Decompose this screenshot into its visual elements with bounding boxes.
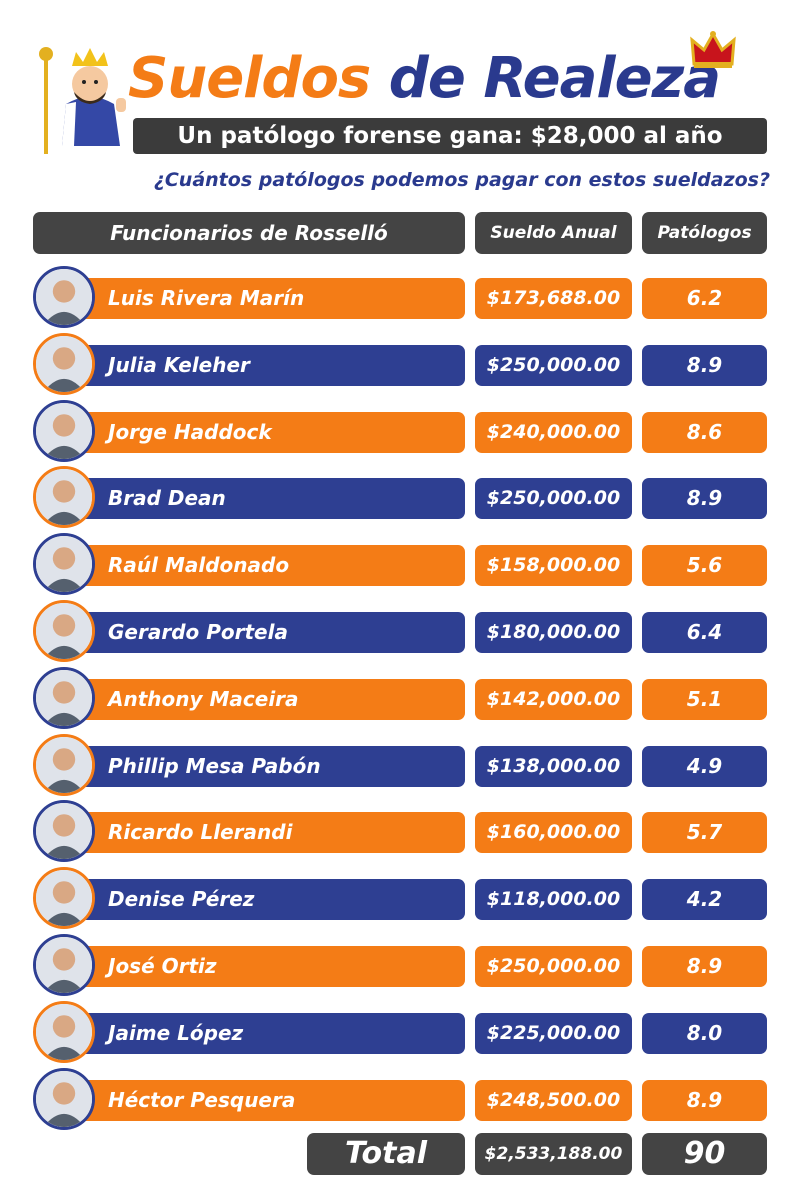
avatar xyxy=(33,399,95,462)
annual-salary: $250,000.00 xyxy=(475,344,632,386)
table-row: Denise Pérez $118,000.00 4.2 xyxy=(0,867,800,933)
pathologist-count: 4.9 xyxy=(642,745,767,787)
subtitle-bar: Un patólogo forense gana: $28,000 al año xyxy=(133,118,767,154)
official-name: Héctor Pesquera xyxy=(76,1079,465,1121)
pathologist-count: 5.7 xyxy=(642,812,767,854)
avatar xyxy=(33,266,95,328)
official-name: Brad Dean xyxy=(76,478,465,520)
annual-salary: $250,000.00 xyxy=(475,478,632,520)
table-row: José Ortiz $250,000.00 8.9 xyxy=(0,934,800,1000)
header-pathologists: Patólogos xyxy=(642,212,767,254)
crown-icon xyxy=(690,30,736,68)
pathologist-count: 5.6 xyxy=(642,545,767,587)
annual-salary: $180,000.00 xyxy=(475,612,632,653)
question-text: ¿Cuántos patólogos podemos pagar con est… xyxy=(153,169,770,191)
annual-salary: $248,500.00 xyxy=(475,1079,632,1121)
header-salary: Sueldo Anual xyxy=(475,212,632,254)
table-row: Phillip Mesa Pabón $138,000.00 4.9 xyxy=(0,733,800,800)
pathologist-count: 6.4 xyxy=(642,612,767,653)
official-name: Gerardo Portela xyxy=(76,612,465,653)
total-pathologists: 90 xyxy=(642,1133,767,1175)
avatar xyxy=(33,800,95,863)
annual-salary: $225,000.00 xyxy=(475,1012,632,1054)
annual-salary: $142,000.00 xyxy=(475,678,632,720)
table-row: Julia Keleher $250,000.00 8.9 xyxy=(0,332,800,399)
avatar xyxy=(33,1000,95,1063)
table-row: Jaime López $225,000.00 8.0 xyxy=(0,1000,800,1067)
table-row: Anthony Maceira $142,000.00 5.1 xyxy=(0,666,800,733)
table-row: Jorge Haddock $240,000.00 8.6 xyxy=(0,399,800,466)
official-name: Julia Keleher xyxy=(76,344,465,386)
annual-salary: $138,000.00 xyxy=(475,745,632,787)
avatar xyxy=(33,600,95,662)
avatar xyxy=(33,533,95,596)
official-name: Jorge Haddock xyxy=(76,411,465,453)
official-name: Phillip Mesa Pabón xyxy=(76,745,465,787)
official-name: Denise Pérez xyxy=(76,879,465,921)
pathologist-count: 8.6 xyxy=(642,411,767,453)
official-name: José Ortiz xyxy=(76,946,465,987)
annual-salary: $250,000.00 xyxy=(475,946,632,987)
annual-salary: $118,000.00 xyxy=(475,879,632,921)
annual-salary: $240,000.00 xyxy=(475,411,632,453)
king-mascot-icon xyxy=(39,47,126,154)
pathologist-count: 8.9 xyxy=(642,344,767,386)
title-word-1: Sueldos xyxy=(128,46,371,111)
pathologist-count: 8.9 xyxy=(642,1079,767,1121)
avatar xyxy=(33,867,95,930)
annual-salary: $160,000.00 xyxy=(475,812,632,854)
table-row: Raúl Maldonado $158,000.00 5.6 xyxy=(0,533,800,599)
pathologist-count: 5.1 xyxy=(642,678,767,720)
header: Sueldos de Realeza Un patólogo forense g… xyxy=(0,0,800,200)
avatar xyxy=(33,733,95,796)
avatar xyxy=(33,1067,95,1130)
pathologist-count: 8.0 xyxy=(642,1012,767,1054)
total-salary: $2,533,188.00 xyxy=(475,1133,632,1175)
official-name: Jaime López xyxy=(76,1012,465,1054)
title-word-2: de Realeza xyxy=(388,46,721,111)
official-name: Raúl Maldonado xyxy=(76,545,465,587)
avatar xyxy=(33,666,95,729)
avatar xyxy=(33,934,95,996)
pathologist-count: 8.9 xyxy=(642,946,767,987)
annual-salary: $173,688.00 xyxy=(475,278,632,319)
official-name: Luis Rivera Marín xyxy=(76,278,465,319)
table-row: Héctor Pesquera $248,500.00 8.9 xyxy=(0,1067,800,1134)
annual-salary: $158,000.00 xyxy=(475,545,632,587)
official-name: Anthony Maceira xyxy=(76,678,465,720)
table-row: Brad Dean $250,000.00 8.9 xyxy=(0,466,800,532)
pathologist-count: 4.2 xyxy=(642,879,767,921)
header-officials: Funcionarios de Rosselló xyxy=(33,212,465,254)
avatar xyxy=(33,466,95,529)
table-row: Gerardo Portela $180,000.00 6.4 xyxy=(0,600,800,666)
total-label: Total xyxy=(307,1133,465,1175)
page-title: Sueldos de Realeza xyxy=(128,38,778,120)
pathologist-count: 6.2 xyxy=(642,278,767,319)
table-row: Luis Rivera Marín $173,688.00 6.2 xyxy=(0,266,800,332)
avatar xyxy=(33,332,95,395)
official-name: Ricardo Llerandi xyxy=(76,812,465,854)
pathologist-count: 8.9 xyxy=(642,478,767,520)
table-row: Ricardo Llerandi $160,000.00 5.7 xyxy=(0,800,800,866)
